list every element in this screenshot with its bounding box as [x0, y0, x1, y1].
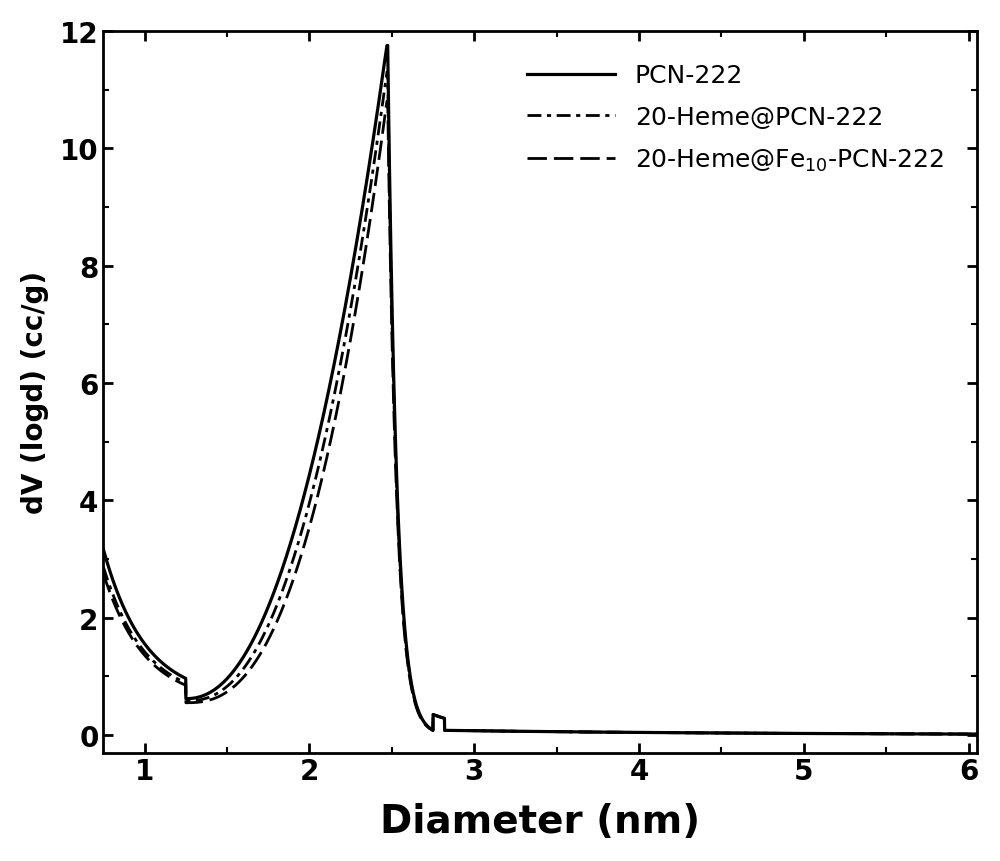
PCN-222 [816, 728, 828, 739]
20-Heme@PCN-222 [256, 633, 268, 643]
20-Heme@Fe$_{10}$-PCN-222 [816, 728, 828, 739]
20-Heme@Fe$_{10}$-PCN-222 [256, 646, 268, 656]
PCN-222 [749, 728, 761, 739]
20-Heme@Fe$_{10}$-PCN-222 [431, 711, 443, 722]
20-Heme@PCN-222 [816, 728, 828, 739]
20-Heme@PCN-222 [971, 729, 983, 740]
Line: 20-Heme@PCN-222: 20-Heme@PCN-222 [103, 73, 977, 734]
Line: 20-Heme@Fe$_{10}$-PCN-222: 20-Heme@Fe$_{10}$-PCN-222 [103, 102, 977, 734]
PCN-222 [431, 711, 443, 722]
20-Heme@PCN-222 [621, 728, 633, 738]
PCN-222 [666, 728, 678, 738]
PCN-222 [256, 616, 268, 627]
20-Heme@PCN-222 [381, 68, 393, 78]
20-Heme@Fe$_{10}$-PCN-222 [666, 728, 678, 738]
Legend: PCN-222, 20-Heme@PCN-222, 20-Heme@Fe$_{10}$-PCN-222: PCN-222, 20-Heme@PCN-222, 20-Heme@Fe$_{1… [507, 44, 964, 194]
20-Heme@Fe$_{10}$-PCN-222 [381, 97, 393, 108]
Line: PCN-222: PCN-222 [103, 46, 977, 734]
20-Heme@PCN-222 [666, 728, 678, 738]
20-Heme@PCN-222 [97, 562, 109, 573]
Y-axis label: dV (logd) (cc/g): dV (logd) (cc/g) [21, 271, 49, 514]
20-Heme@Fe$_{10}$-PCN-222 [97, 569, 109, 579]
PCN-222 [381, 41, 393, 52]
20-Heme@PCN-222 [431, 711, 443, 722]
X-axis label: Diameter (nm): Diameter (nm) [380, 802, 700, 840]
PCN-222 [97, 545, 109, 555]
20-Heme@PCN-222 [749, 728, 761, 739]
20-Heme@Fe$_{10}$-PCN-222 [971, 729, 983, 740]
PCN-222 [621, 728, 633, 738]
20-Heme@Fe$_{10}$-PCN-222 [621, 728, 633, 738]
20-Heme@Fe$_{10}$-PCN-222 [749, 728, 761, 739]
PCN-222 [971, 729, 983, 740]
